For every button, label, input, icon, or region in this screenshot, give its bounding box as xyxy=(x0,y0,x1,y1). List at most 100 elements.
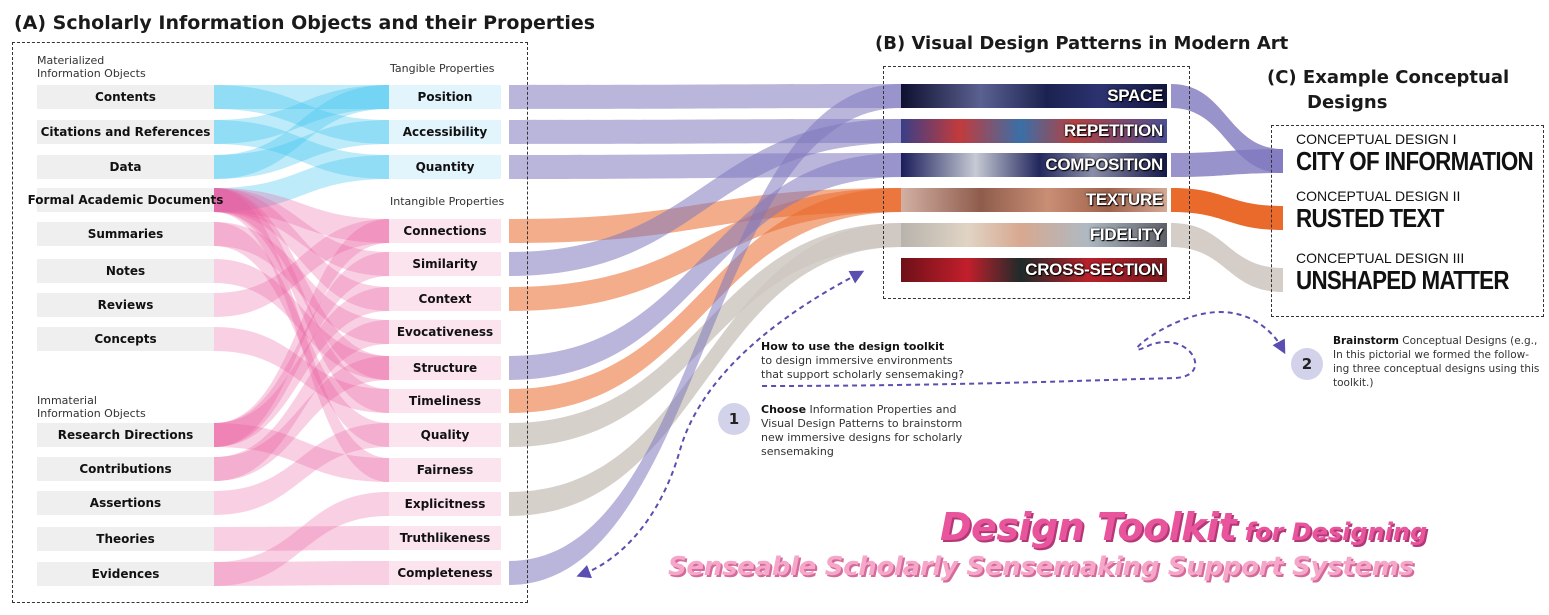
object-summaries: Summaries xyxy=(37,222,214,246)
step-1-text: Choose Information Properties and Visual… xyxy=(761,403,963,458)
section-c-title-line-2: Designs xyxy=(1307,92,1388,113)
flow-object-to-intangible xyxy=(214,561,389,586)
object-notes: Notes xyxy=(37,259,214,283)
flow-object-to-intangible xyxy=(214,327,389,413)
pattern-cross-section: CROSS-SECTION xyxy=(901,258,1167,282)
pattern-space: SPACE xyxy=(901,84,1167,108)
flow-property-to-pattern xyxy=(509,153,901,380)
flow-object-to-intangible xyxy=(214,526,389,551)
design-name: CITY OF INFORMATION xyxy=(1296,146,1534,176)
property-quality: Quality xyxy=(389,423,501,447)
pattern-texture: TEXTURE xyxy=(901,188,1167,212)
flow-object-to-intangible xyxy=(214,222,389,447)
object-theories: Theories xyxy=(37,527,214,551)
step-2-badge: 2 xyxy=(1291,348,1323,380)
flow-object-to-tangible xyxy=(214,85,389,179)
object-data: Data xyxy=(37,155,214,179)
object-contributions: Contributions xyxy=(37,457,214,481)
property-similarity: Similarity xyxy=(389,252,501,276)
object-formal-academic-documents: Formal Academic Documents xyxy=(28,188,223,212)
dashed-arrow-choose xyxy=(576,270,865,579)
pattern-repetition: REPETITION xyxy=(901,119,1167,143)
flow-object-to-intangible xyxy=(214,188,389,380)
flow-pattern-to-design xyxy=(1171,188,1283,230)
flow-object-to-intangible xyxy=(214,259,389,380)
step-1-badge: 1 xyxy=(718,403,750,435)
flow-object-to-tangible xyxy=(214,85,389,109)
dashed-arrow-toolkit-loop xyxy=(761,310,1286,387)
object-reviews: Reviews xyxy=(37,293,214,317)
flow-object-to-intangible xyxy=(214,320,389,481)
flow-property-to-pattern xyxy=(509,153,901,179)
flow-object-to-intangible xyxy=(214,356,389,481)
flow-object-to-intangible xyxy=(214,222,389,344)
main-title-line-2: Senseable Scholarly Sensemaking Support … xyxy=(668,552,1414,582)
object-citations-and-references: Citations and References xyxy=(37,120,214,144)
object-research-directions: Research Directions xyxy=(37,423,214,447)
intangible-properties-label: Intangible Properties xyxy=(390,195,505,208)
property-fairness: Fairness xyxy=(389,458,501,482)
property-structure: Structure xyxy=(389,356,501,380)
flow-object-to-tangible xyxy=(214,120,389,179)
flow-object-to-intangible xyxy=(214,423,389,515)
section-a-title: (A) Scholarly Information Objects and th… xyxy=(14,12,596,34)
conceptual-design-3: CONCEPTUAL DESIGN III UNSHAPED MATTER xyxy=(1296,250,1544,294)
property-truthlikeness: Truthlikeness xyxy=(389,526,501,550)
property-connections: Connections xyxy=(389,219,501,243)
flow-object-to-intangible xyxy=(214,252,389,447)
property-timeliness: Timeliness xyxy=(389,389,501,413)
object-evidences: Evidences xyxy=(37,562,214,586)
section-c-box xyxy=(1271,125,1544,317)
design-caption: CONCEPTUAL DESIGN I xyxy=(1296,131,1457,147)
flow-pattern-to-design xyxy=(1171,223,1283,292)
flow-object-to-intangible xyxy=(214,188,389,276)
flow-object-to-tangible xyxy=(214,85,389,144)
flow-object-to-intangible xyxy=(214,188,389,243)
object-concepts: Concepts xyxy=(37,327,214,351)
object-contents: Contents xyxy=(37,85,214,109)
property-quantity: Quantity xyxy=(389,155,501,179)
step-2-text: Brainstorm Conceptual Designs (e.g., In … xyxy=(1333,335,1540,389)
pattern-fidelity: FIDELITY xyxy=(901,223,1167,247)
main-title-secondary: for Designing xyxy=(1236,518,1428,546)
flow-object-to-intangible xyxy=(214,219,389,317)
flow-object-to-tangible xyxy=(214,85,389,144)
immaterial-label: Immaterial Information Objects xyxy=(37,394,146,420)
flow-object-to-intangible xyxy=(214,423,389,482)
section-c-title-line-1: (C) Example Conceptual xyxy=(1267,67,1510,88)
flow-pattern-to-design xyxy=(1171,149,1283,177)
flow-object-to-intangible xyxy=(214,188,389,311)
main-title-line-1: Design Toolkit for Designing xyxy=(940,505,1427,549)
conceptual-design-1: CONCEPTUAL DESIGN I CITY OF INFORMATION xyxy=(1296,131,1549,175)
conceptual-design-2: CONCEPTUAL DESIGN II RUSTED TEXT xyxy=(1296,188,1468,232)
pattern-composition: COMPOSITION xyxy=(901,153,1167,177)
flow-property-to-pattern xyxy=(509,119,901,276)
flow-object-to-tangible xyxy=(214,120,389,179)
flow-object-to-intangible xyxy=(214,219,389,447)
section-b-title: (B) Visual Design Patterns in Modern Art xyxy=(875,33,1289,54)
flow-object-to-intangible xyxy=(214,492,389,586)
section-b-box xyxy=(883,66,1190,299)
property-context: Context xyxy=(389,287,501,311)
flow-property-to-pattern xyxy=(509,84,901,109)
design-name: UNSHAPED MATTER xyxy=(1296,265,1510,295)
howto-question: How to use the design toolkit to design … xyxy=(761,340,965,381)
main-title-primary: Design Toolkit xyxy=(940,505,1237,549)
flow-object-to-intangible xyxy=(214,287,389,447)
property-accessibility: Accessibility xyxy=(389,120,501,144)
design-caption: CONCEPTUAL DESIGN II xyxy=(1296,188,1461,204)
property-position: Position xyxy=(389,85,501,109)
flow-object-to-intangible xyxy=(214,188,389,413)
property-evocativeness: Evocativeness xyxy=(389,320,501,344)
materialized-label: Materialized Information Objects xyxy=(37,54,146,80)
property-explicitness: Explicitness xyxy=(389,492,501,516)
section-a-box xyxy=(12,42,528,603)
design-caption: CONCEPTUAL DESIGN III xyxy=(1296,250,1465,266)
property-completeness: Completeness xyxy=(389,561,501,585)
flow-object-to-tangible xyxy=(214,155,389,212)
flow-object-to-intangible xyxy=(214,188,389,482)
tangible-properties-label: Tangible Properties xyxy=(390,62,495,75)
design-name: RUSTED TEXT xyxy=(1296,203,1444,233)
object-assertions: Assertions xyxy=(37,491,214,515)
